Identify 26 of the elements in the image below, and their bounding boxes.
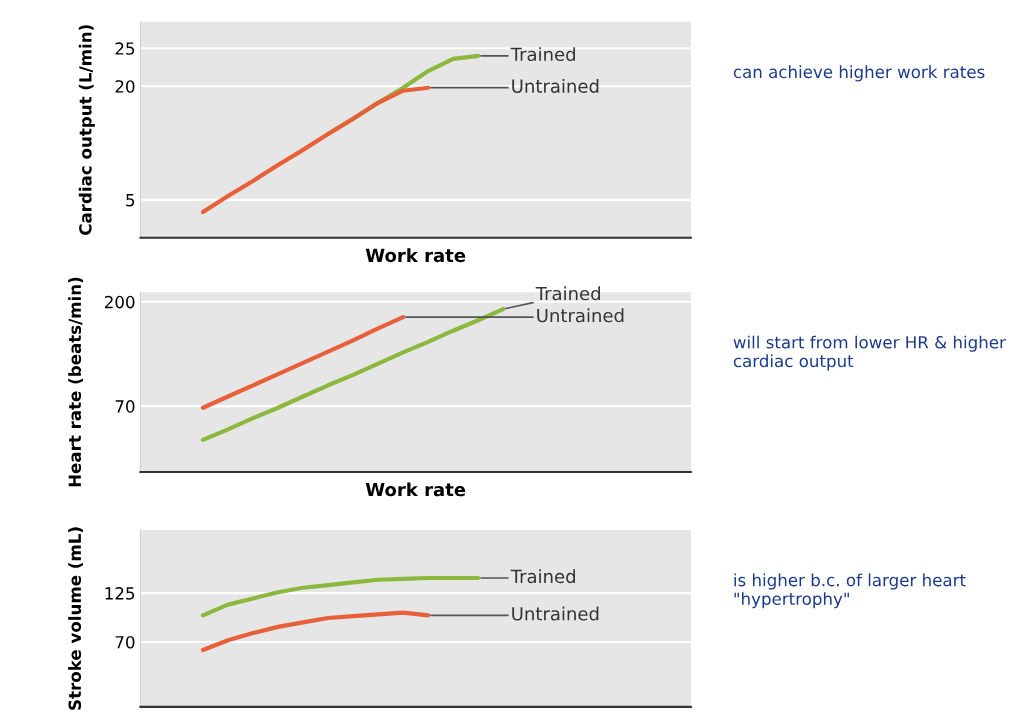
line-series (200, 610, 431, 653)
text: Untrained (512, 78, 599, 93)
y-tick-label: 25 (115, 42, 135, 55)
y-tick-label: 200 (104, 295, 135, 309)
text: Untrained (537, 308, 624, 323)
series-label: Trained (535, 286, 600, 301)
line-series (200, 85, 431, 215)
line-series (200, 306, 506, 442)
y-axis-title: Heart rate (beats/min) (68, 277, 84, 487)
y-tick-label: 20 (115, 80, 135, 93)
text: will start from lower HR & higher cardiac output (733, 335, 1006, 371)
series-label: Trained (510, 569, 575, 584)
text: is higher b.c. of larger heart "hypertrophy" (734, 573, 966, 609)
x-axis-title: Work rate (365, 248, 466, 263)
line-series (200, 314, 406, 410)
series-label: Trained (510, 47, 575, 62)
y-axis-title: Cardiac output (L/min) (78, 25, 95, 235)
y-axis-title: Stroke volume (mL) (68, 527, 84, 710)
line-series (200, 575, 481, 618)
y-tick-label: 125 (105, 587, 135, 600)
text: can achieve higher work rates (733, 65, 985, 82)
y-tick-label: 70 (115, 400, 135, 413)
x-axis-title: Work rate (365, 482, 466, 497)
y-tick-label: 70 (115, 635, 135, 649)
text: Untrained (512, 606, 599, 621)
y-tick-label: 5 (126, 194, 135, 207)
